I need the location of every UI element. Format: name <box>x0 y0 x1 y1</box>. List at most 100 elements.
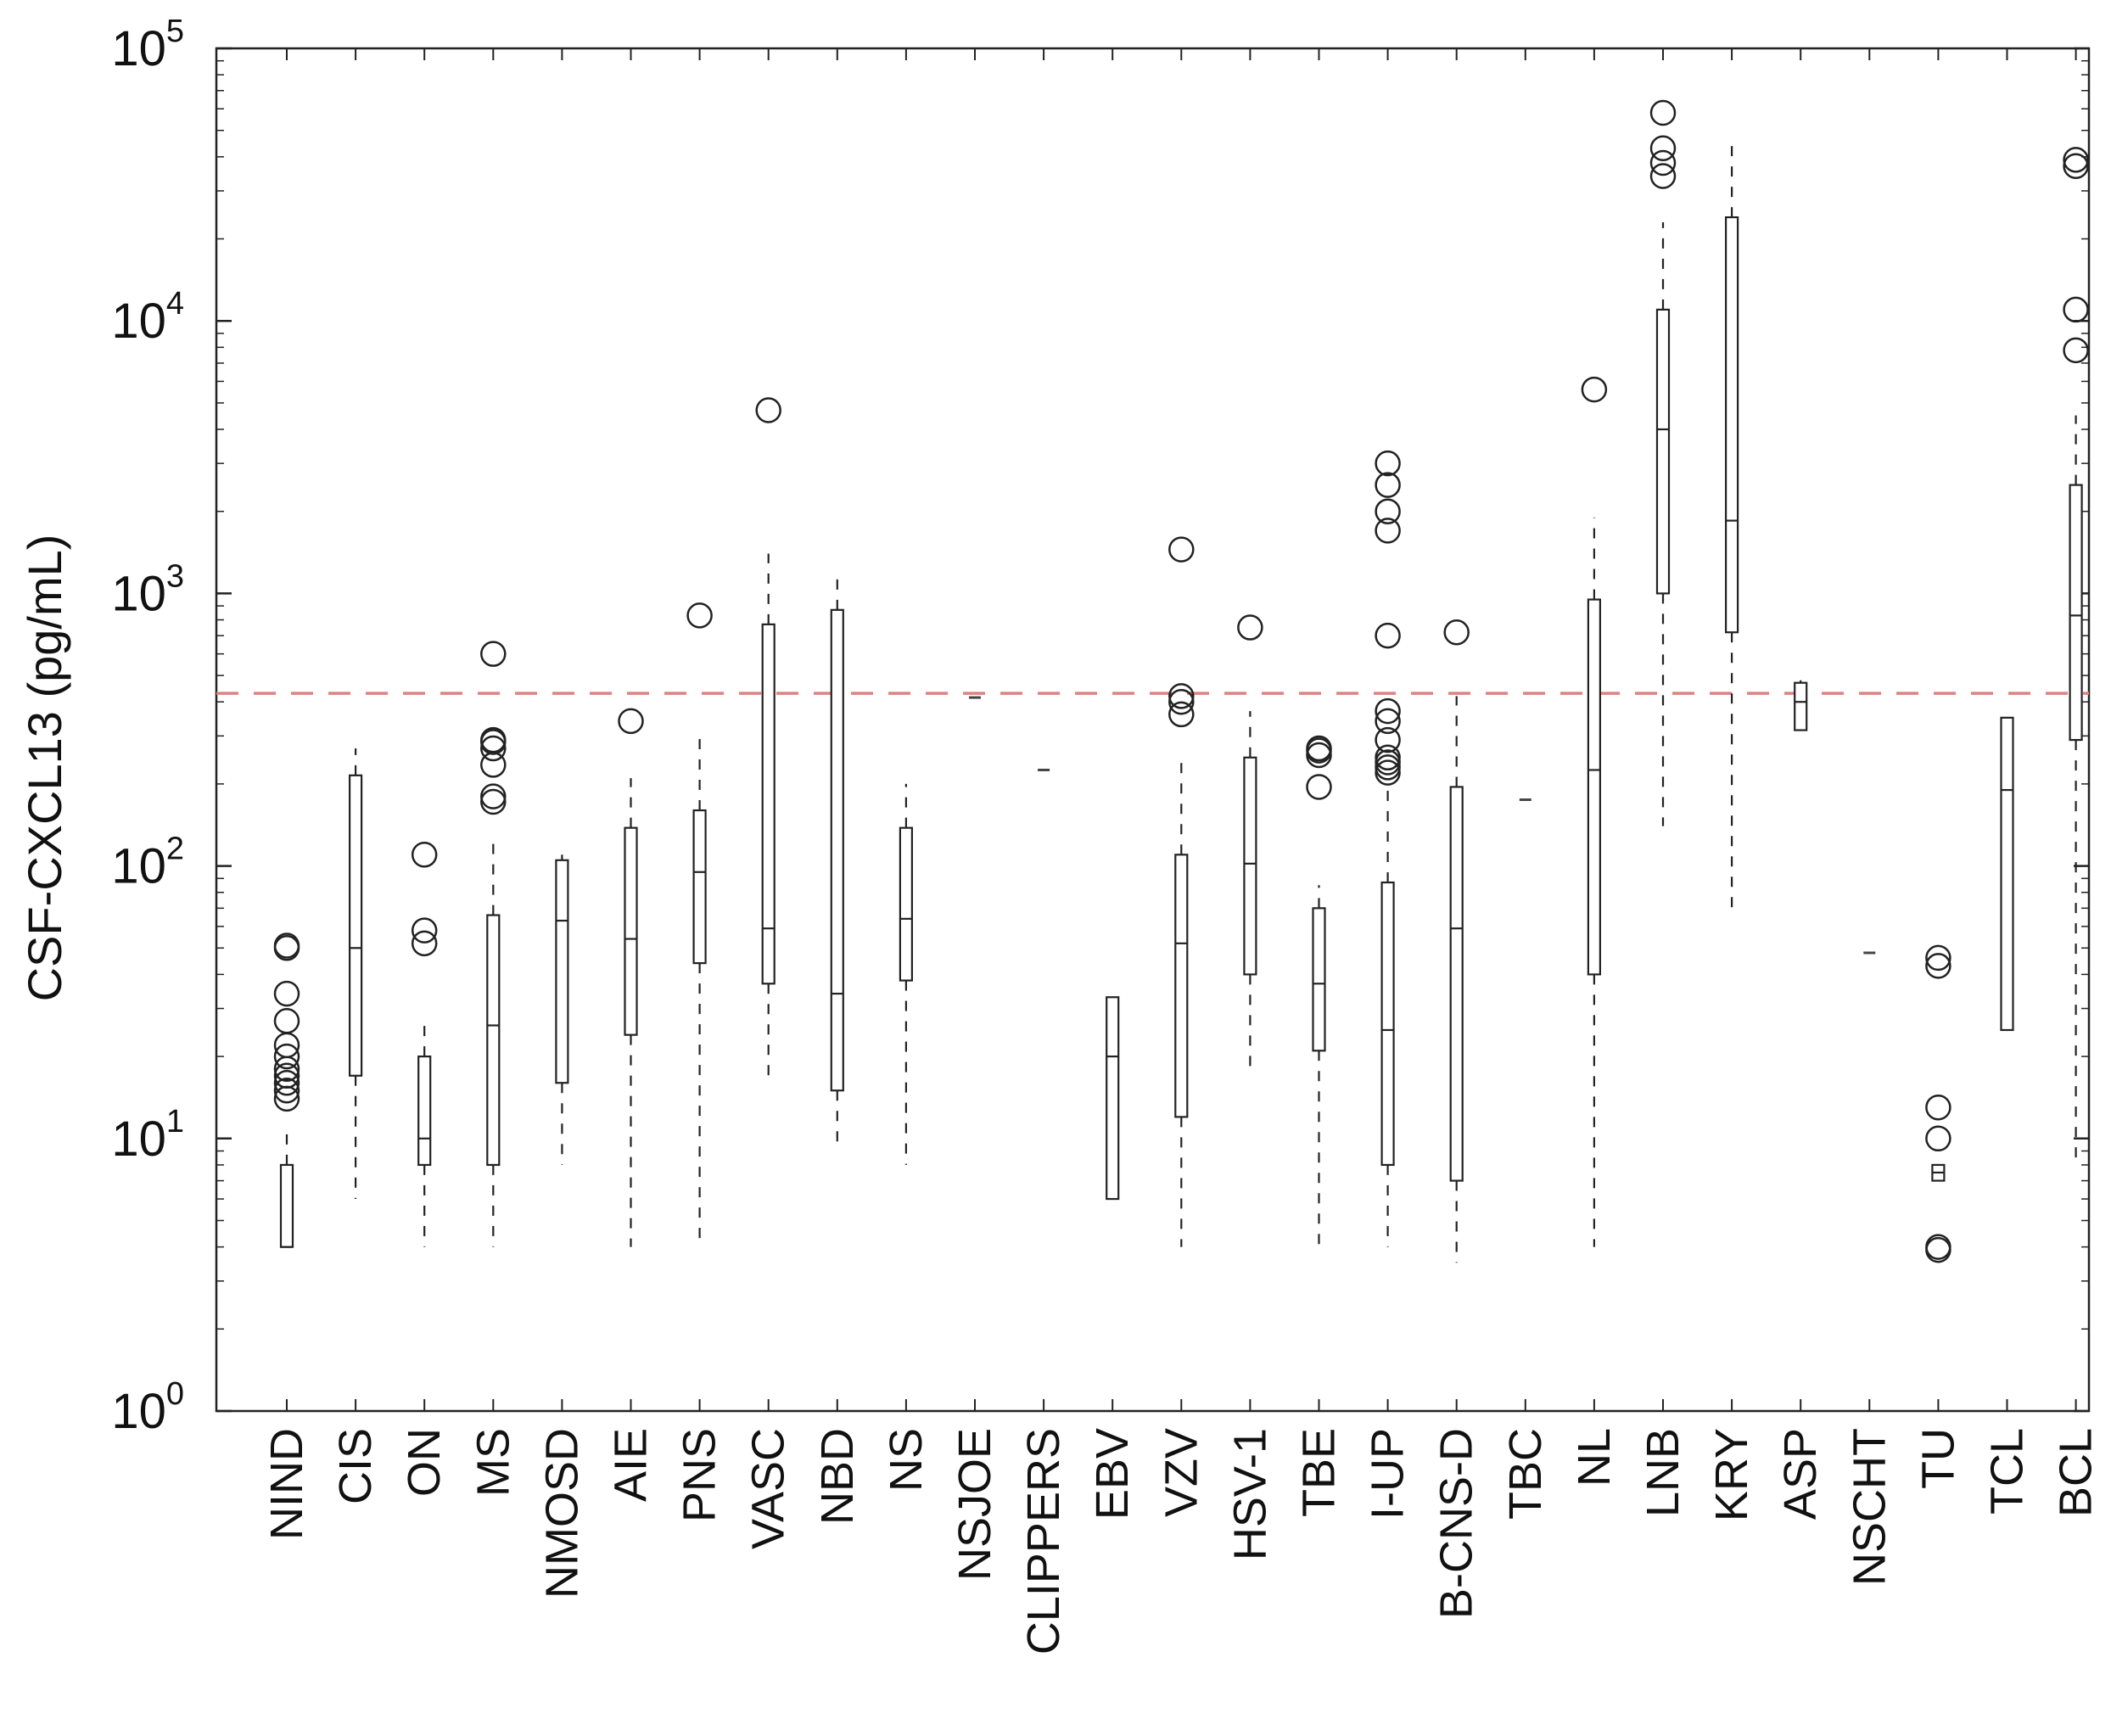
outlier-point <box>1649 135 1677 161</box>
outlier-point <box>273 1062 300 1089</box>
outlier-point <box>2063 296 2089 323</box>
box-MS <box>486 914 501 1167</box>
x-tick-label: NS <box>881 1428 932 1492</box>
outlier-point <box>755 397 781 423</box>
outlier-point <box>411 917 438 944</box>
x-tick-label: MS <box>468 1428 518 1497</box>
box-CIS <box>349 774 363 1077</box>
outlier-point <box>1375 726 1401 753</box>
outlier-point <box>1925 1234 1951 1260</box>
outlier-point <box>1375 622 1401 649</box>
outlier-point <box>1375 749 1401 776</box>
outlier-point <box>1306 774 1332 800</box>
outlier-point <box>1168 683 1195 709</box>
outlier-point <box>1649 149 1677 176</box>
y-tick-label: 101 <box>111 1104 184 1167</box>
x-tick-label: PNS <box>675 1428 725 1522</box>
box-NMOSD <box>555 859 569 1084</box>
x-tick-label: AIE <box>606 1428 657 1502</box>
box-NS <box>899 826 914 982</box>
outlier-point <box>273 935 300 961</box>
box-EBV <box>1106 996 1120 1201</box>
outlier-point <box>1649 99 1677 126</box>
outlier-point <box>1581 376 1608 403</box>
outlier-point <box>1375 472 1401 498</box>
outlier-point <box>273 932 300 959</box>
outlier-point <box>1925 1125 1951 1152</box>
box-VASC <box>761 623 776 985</box>
box-LNB <box>1655 308 1671 595</box>
y-tick-label: 102 <box>111 832 184 894</box>
outlier-point <box>1375 708 1401 735</box>
outlier-point <box>480 641 507 667</box>
box-ASP <box>1794 681 1808 731</box>
outlier-point <box>1237 614 1263 641</box>
box-ON <box>417 1056 432 1167</box>
x-tick-label: TCL <box>1982 1428 2033 1515</box>
outlier-point <box>1925 1094 1951 1121</box>
outlier-point <box>1925 953 1951 979</box>
box-HSV-1 <box>1243 756 1257 976</box>
outlier-point <box>411 930 438 957</box>
x-tick-label: ASP <box>1775 1428 1826 1520</box>
outlier-point <box>480 735 507 762</box>
y-axis-label: CSF-CXCL13 (pg/mL) <box>18 535 71 1002</box>
x-tick-label: NMOSD <box>536 1428 587 1599</box>
x-tick-label: NBD <box>812 1428 863 1525</box>
box-KRY <box>1724 216 1739 634</box>
x-tick-label: LNB <box>1638 1428 1688 1517</box>
box-NBD <box>830 608 844 1092</box>
box-B-CNS-D <box>1449 786 1464 1182</box>
outlier-point <box>1375 450 1401 477</box>
outlier-point <box>480 788 507 815</box>
x-tick-label: VASC <box>743 1428 794 1549</box>
outlier-point <box>2063 147 2089 173</box>
box-VZV <box>1174 854 1189 1118</box>
box-AIE <box>624 826 638 1036</box>
plot-area: 100 101 102 103 104 105 NIND CIS ON MS NMOSD AIE PNS… <box>111 14 2101 1655</box>
outlier-point <box>273 980 300 1007</box>
x-tick-label: ON <box>399 1428 450 1497</box>
outlier-point <box>1375 759 1401 786</box>
outlier-point <box>1649 163 1677 189</box>
x-tick-label: I-UP <box>1363 1428 1414 1520</box>
box-NL <box>1587 598 1602 976</box>
axes-frame <box>215 47 2091 1413</box>
x-tick-label: TU <box>1912 1428 1963 1489</box>
outlier-point <box>1375 697 1401 725</box>
outlier-point <box>273 1007 300 1034</box>
x-tick-label: NIND <box>261 1428 312 1540</box>
x-tick-label: CIS <box>330 1428 381 1504</box>
box-TBE <box>1312 907 1326 1052</box>
outlier-point <box>686 602 713 629</box>
outlier-point <box>1168 536 1195 563</box>
x-tick-label: BCL <box>2051 1428 2102 1517</box>
x-tick-label: EBV <box>1087 1428 1138 1520</box>
outlier-point <box>1306 735 1332 762</box>
y-tick-label: 105 <box>111 14 184 76</box>
x-tick-label: HSV-1 <box>1224 1428 1275 1560</box>
x-tick-label: NSCHT <box>1844 1428 1895 1586</box>
outlier-point <box>273 1077 300 1104</box>
x-tick-label: TBC <box>1500 1428 1551 1520</box>
outlier-point <box>1375 498 1401 524</box>
y-tick-label: 104 <box>111 286 184 349</box>
outlier-point <box>2063 153 2089 179</box>
outlier-point <box>1168 701 1195 728</box>
y-tick-label: 100 <box>111 1376 184 1439</box>
outlier-point <box>1925 944 1951 972</box>
outlier-point <box>273 1069 300 1096</box>
outlier-point <box>480 783 507 809</box>
x-tick-label: B-CNS-D <box>1431 1428 1482 1619</box>
x-tick-label: VZV <box>1156 1428 1207 1517</box>
x-tick-label: NL <box>1569 1428 1620 1487</box>
outlier-point <box>411 842 438 868</box>
x-tick-label: KRY <box>1706 1428 1757 1521</box>
outlier-point <box>480 726 507 753</box>
outlier-point <box>1443 619 1470 646</box>
x-tick-label: NSJOE <box>949 1428 1000 1581</box>
outlier-point <box>1375 518 1401 544</box>
outlier-point <box>618 708 644 735</box>
box-TCL <box>2000 716 2014 1032</box>
